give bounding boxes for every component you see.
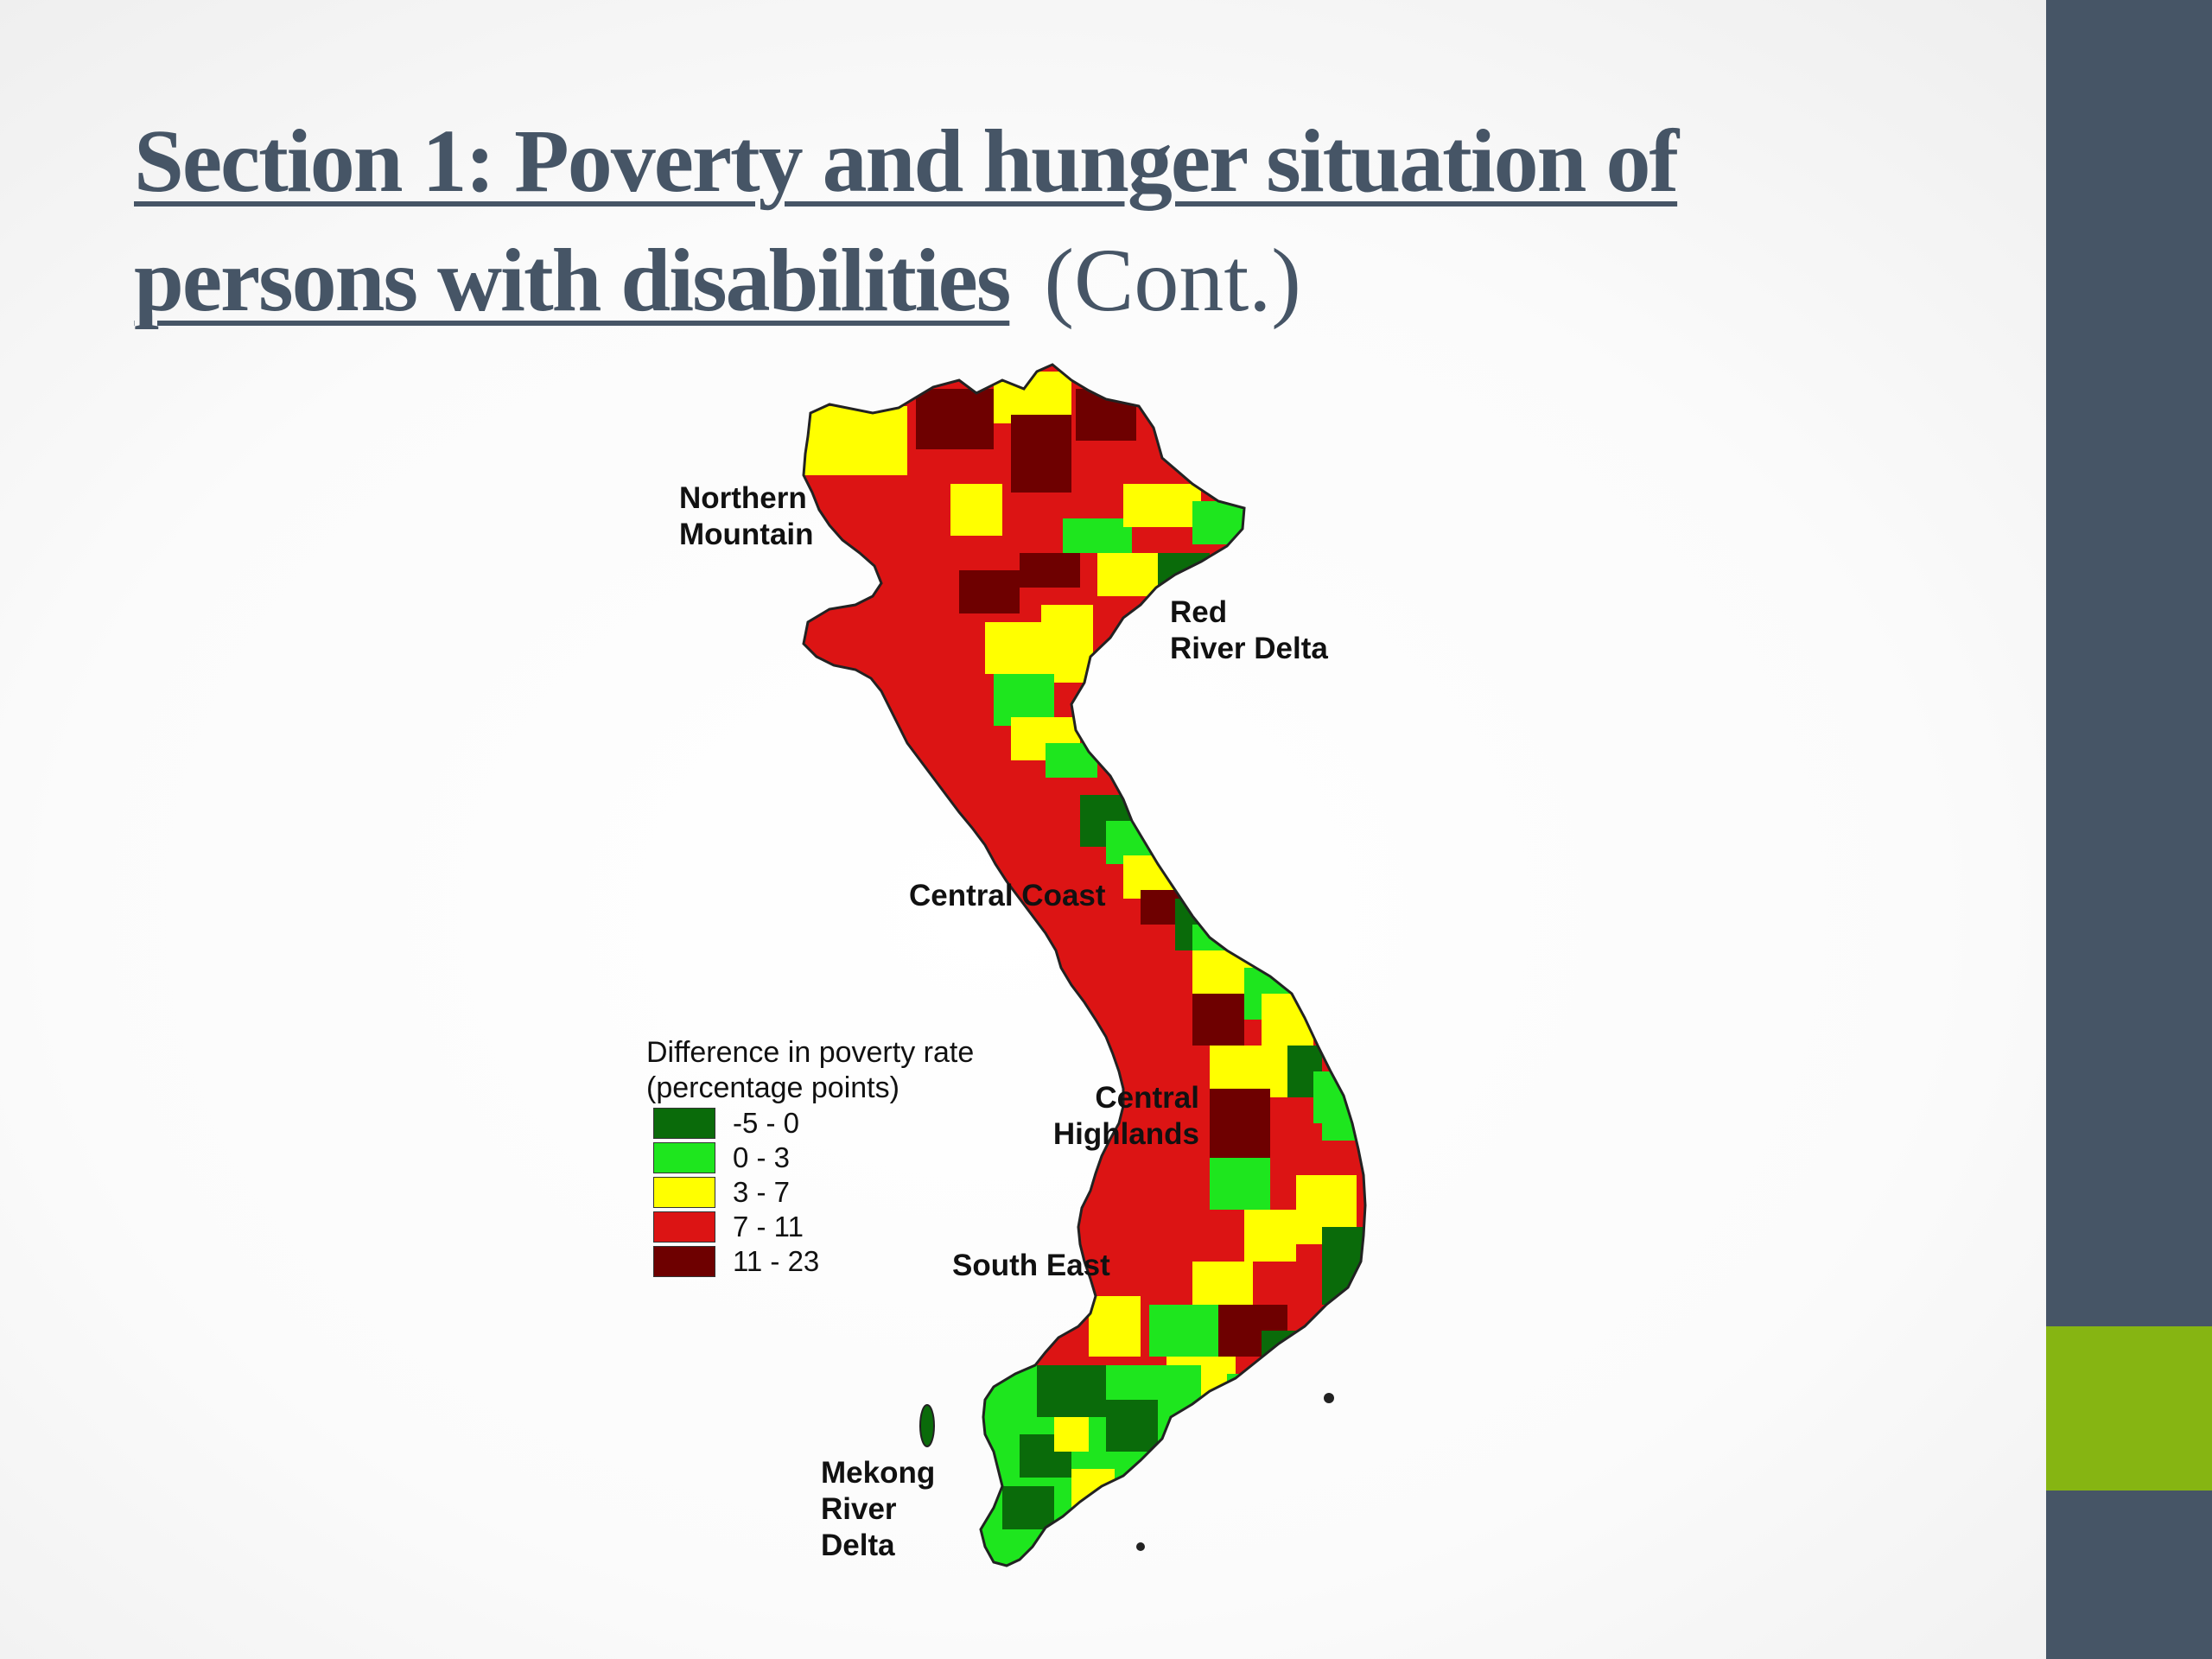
legend-item: -5 - 0: [653, 1106, 974, 1141]
slide-title: Section 1: Poverty and hunger situation …: [134, 102, 1948, 340]
label-mekong-river-delta: Mekong River Delta: [821, 1456, 936, 1562]
island-phu-quoc: [919, 1404, 935, 1447]
legend-label: 0 - 3: [733, 1141, 791, 1173]
legend-item: 7 - 11: [653, 1210, 974, 1244]
island-dot: [1324, 1393, 1334, 1403]
legend-label: 3 - 7: [733, 1176, 791, 1208]
vietnam-poverty-map: Northern Mountain Red River Delta Centra…: [646, 363, 1367, 1567]
slide-title-main: Section 1: Poverty and hunger situation …: [134, 111, 1679, 330]
legend-item: 3 - 7: [653, 1175, 974, 1210]
vietnam-outline: [802, 363, 1367, 1567]
label-central-highlands: Central Highlands: [1052, 1081, 1199, 1151]
legend-swatch: [653, 1142, 715, 1173]
label-south-east: South East: [952, 1249, 1110, 1282]
legend-swatch: [653, 1108, 715, 1139]
island-dot: [1136, 1542, 1145, 1551]
sidebar-accent-bar: [2046, 1326, 2212, 1491]
legend-label: 11 - 23: [733, 1245, 820, 1277]
legend-item: 11 - 23: [653, 1244, 974, 1279]
label-northern-mountain: Northern Mountain: [679, 481, 814, 551]
map-choropleth: [804, 365, 1365, 1566]
label-red-river-delta: Red River Delta: [1170, 595, 1328, 665]
legend-label: -5 - 0: [733, 1107, 800, 1139]
label-central-coast: Central Coast: [909, 879, 1106, 912]
legend-item: 0 - 3: [653, 1141, 974, 1175]
legend-swatch: [653, 1246, 715, 1277]
slide-title-suffix: (Cont.): [1044, 231, 1301, 330]
legend-swatch: [653, 1211, 715, 1243]
legend-title: Difference in poverty rate (percentage p…: [646, 1036, 975, 1104]
legend-swatch: [653, 1177, 715, 1208]
map-legend: Difference in poverty rate (percentage p…: [646, 1035, 974, 1279]
legend-label: 7 - 11: [733, 1211, 804, 1243]
